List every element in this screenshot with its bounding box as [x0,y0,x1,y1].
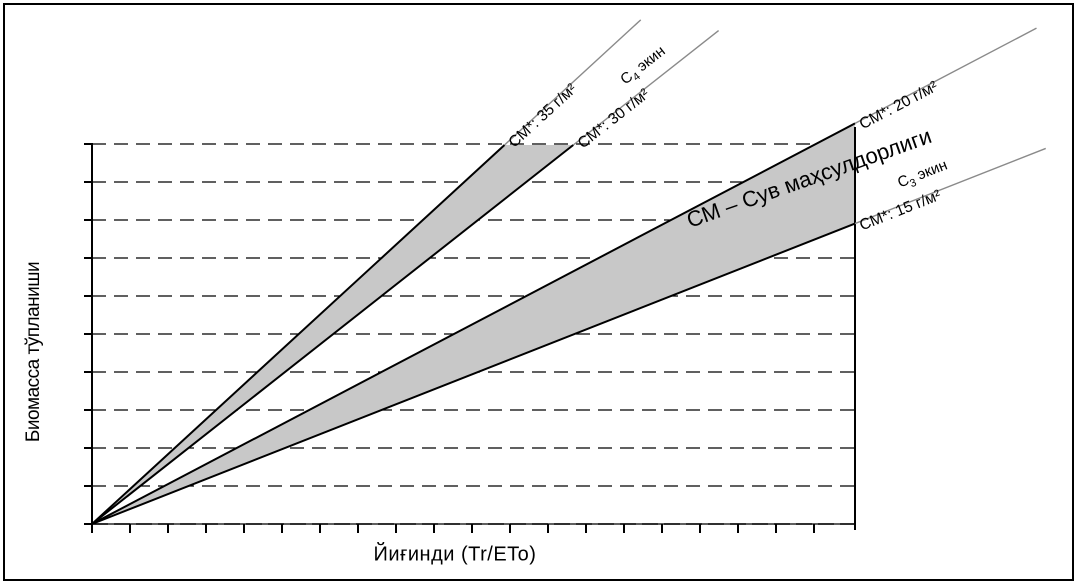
series-lines [91,19,1047,525]
band-label-c4: C4 экин [617,43,670,91]
series-extension-cm15 [854,147,1047,225]
series-label-group-cm35: СМ*: 35 г/м² [505,81,580,152]
series-label-group-cm20: СМ*: 20 г/м² [857,78,941,133]
series-line-cm35 [91,144,506,525]
y-axis-title: Биомасса тўпланиши [23,261,44,443]
series-extension-cm20 [854,27,1037,125]
series-label-cm15: СМ*: 15 г/м² [857,187,943,234]
series-line-cm15 [91,222,856,525]
x-axis-title: Йиғинди (Tr/ETo) [373,543,537,566]
band-label-group-c4: C4 экин [617,43,670,91]
series-label-cm20: СМ*: 20 г/м² [857,78,941,133]
series-extension-cm30 [572,29,720,146]
axes [84,127,856,533]
series-line-cm20 [91,122,856,525]
series-label-group-cm30: СМ*: 30 г/м² [575,86,653,153]
series-line-cm30 [91,144,574,525]
series-label-cm30: СМ*: 30 г/м² [575,86,653,153]
series-label-cm35: СМ*: 35 г/м² [505,81,580,152]
series-extension-cm35 [504,19,642,146]
series-label-group-cm15: СМ*: 15 г/м² [857,187,943,234]
